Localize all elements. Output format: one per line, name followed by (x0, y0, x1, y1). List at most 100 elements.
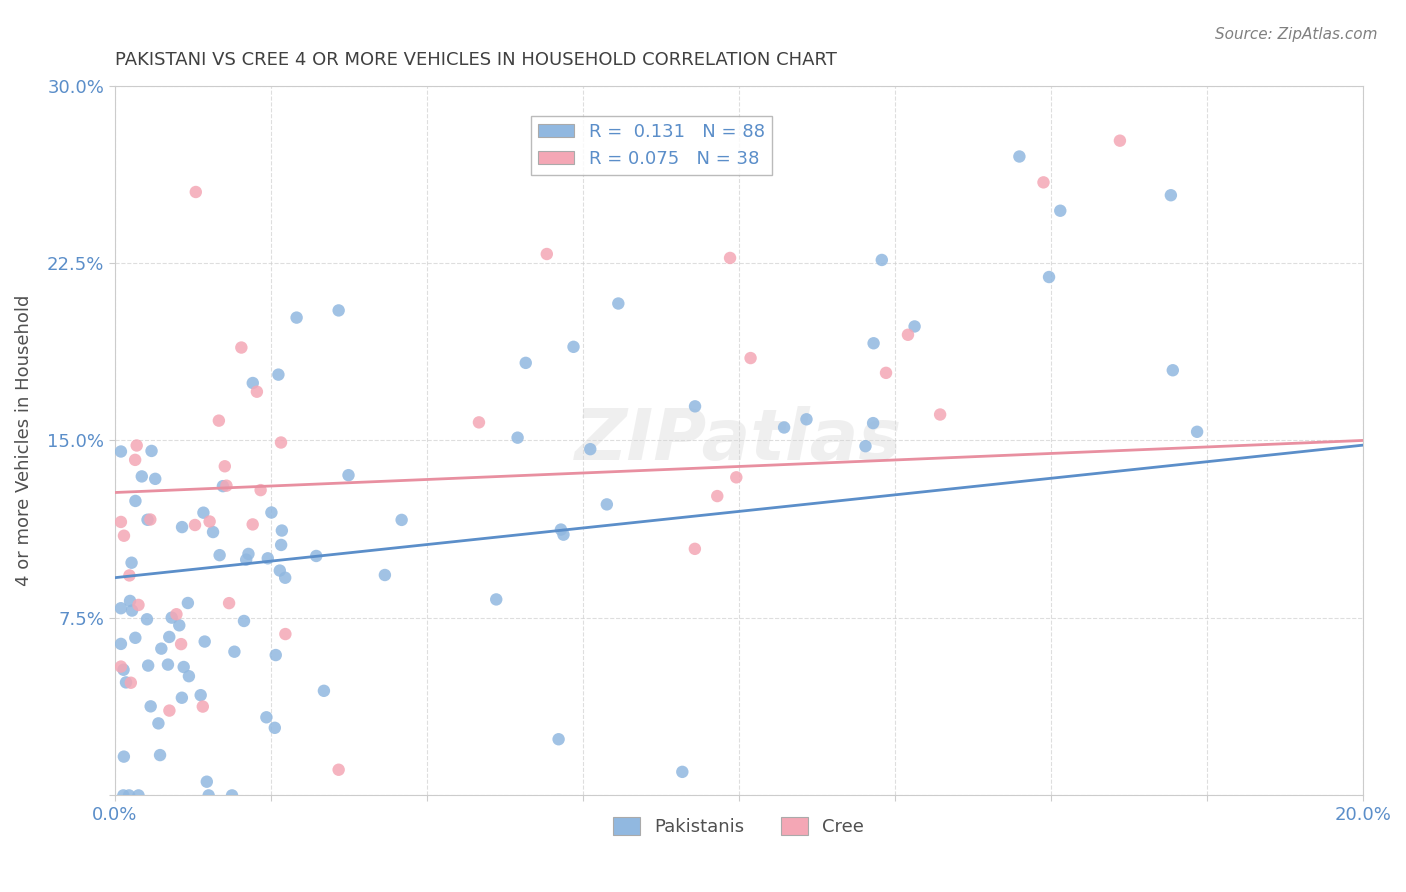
Text: ZIPatlas: ZIPatlas (575, 406, 903, 475)
Point (536, 247, 558, 261)
Point (115, 675, 138, 690)
Point (328, 763, 350, 777)
Point (231, 341, 253, 355)
Point (235, 552, 257, 566)
Point (202, 524, 225, 539)
Legend: Pakistanis, Cree: Pakistanis, Cree (606, 809, 872, 843)
Point (197, 789, 219, 803)
Text: PAKISTANI VS CREE 4 OR MORE VEHICLES IN HOUSEHOLD CORRELATION CHART: PAKISTANI VS CREE 4 OR MORE VEHICLES IN … (115, 51, 837, 69)
Point (706, 489, 728, 503)
Point (177, 596, 200, 610)
Point (148, 716, 170, 731)
Point (270, 524, 292, 538)
Point (596, 497, 619, 511)
Point (156, 657, 179, 672)
Point (506, 431, 529, 445)
Point (139, 699, 162, 714)
Point (112, 663, 135, 677)
Point (124, 494, 146, 508)
Point (269, 564, 291, 578)
Point (515, 356, 537, 370)
Point (184, 518, 207, 533)
Point (193, 506, 215, 520)
Point (796, 412, 818, 426)
Point (121, 603, 143, 617)
Point (263, 721, 285, 735)
Point (218, 596, 240, 610)
Point (1109, 134, 1132, 148)
Point (238, 547, 260, 561)
Point (157, 704, 180, 718)
Point (683, 400, 706, 414)
Point (391, 513, 413, 527)
Point (773, 420, 796, 434)
Point (194, 634, 217, 648)
Point (165, 607, 187, 622)
Point (120, 675, 142, 690)
Point (110, 637, 132, 651)
Point (260, 506, 283, 520)
Point (862, 416, 884, 430)
Point (112, 749, 135, 764)
Point (125, 438, 148, 452)
Point (254, 710, 277, 724)
Point (112, 789, 135, 803)
Point (246, 384, 269, 399)
Point (215, 478, 238, 492)
Point (285, 310, 308, 325)
Point (328, 303, 350, 318)
Point (1032, 175, 1054, 189)
Point (1161, 363, 1184, 377)
Point (208, 414, 231, 428)
Point (127, 598, 149, 612)
Point (1160, 188, 1182, 202)
Point (1008, 149, 1031, 163)
Point (136, 658, 159, 673)
Point (274, 627, 297, 641)
Point (242, 517, 264, 532)
Point (195, 774, 218, 789)
Point (212, 479, 235, 493)
Point (1185, 425, 1208, 439)
Point (136, 612, 159, 626)
Point (270, 435, 292, 450)
Point (131, 469, 153, 483)
Point (214, 459, 236, 474)
Point (897, 327, 920, 342)
Point (110, 659, 132, 673)
Point (547, 732, 569, 747)
Point (579, 442, 602, 457)
Point (875, 366, 897, 380)
Point (157, 630, 180, 644)
Point (740, 351, 762, 365)
Point (208, 548, 231, 562)
Point (160, 610, 183, 624)
Point (124, 631, 146, 645)
Point (553, 527, 575, 541)
Point (139, 512, 162, 526)
Point (224, 645, 246, 659)
Point (607, 296, 630, 310)
Point (671, 764, 693, 779)
Point (242, 376, 264, 390)
Point (337, 468, 360, 483)
Y-axis label: 4 or more Vehicles in Household: 4 or more Vehicles in Household (15, 294, 32, 586)
Point (562, 340, 585, 354)
Point (903, 319, 925, 334)
Point (1038, 270, 1060, 285)
Point (468, 416, 491, 430)
Point (683, 541, 706, 556)
Point (136, 513, 159, 527)
Point (141, 444, 163, 458)
Point (124, 453, 146, 467)
Point (267, 368, 290, 382)
Point (177, 669, 200, 683)
Point (110, 515, 132, 529)
Point (112, 529, 135, 543)
Point (233, 614, 256, 628)
Text: Source: ZipAtlas.com: Source: ZipAtlas.com (1215, 27, 1378, 42)
Point (312, 683, 335, 698)
Point (121, 556, 143, 570)
Point (190, 688, 212, 702)
Point (374, 568, 396, 582)
